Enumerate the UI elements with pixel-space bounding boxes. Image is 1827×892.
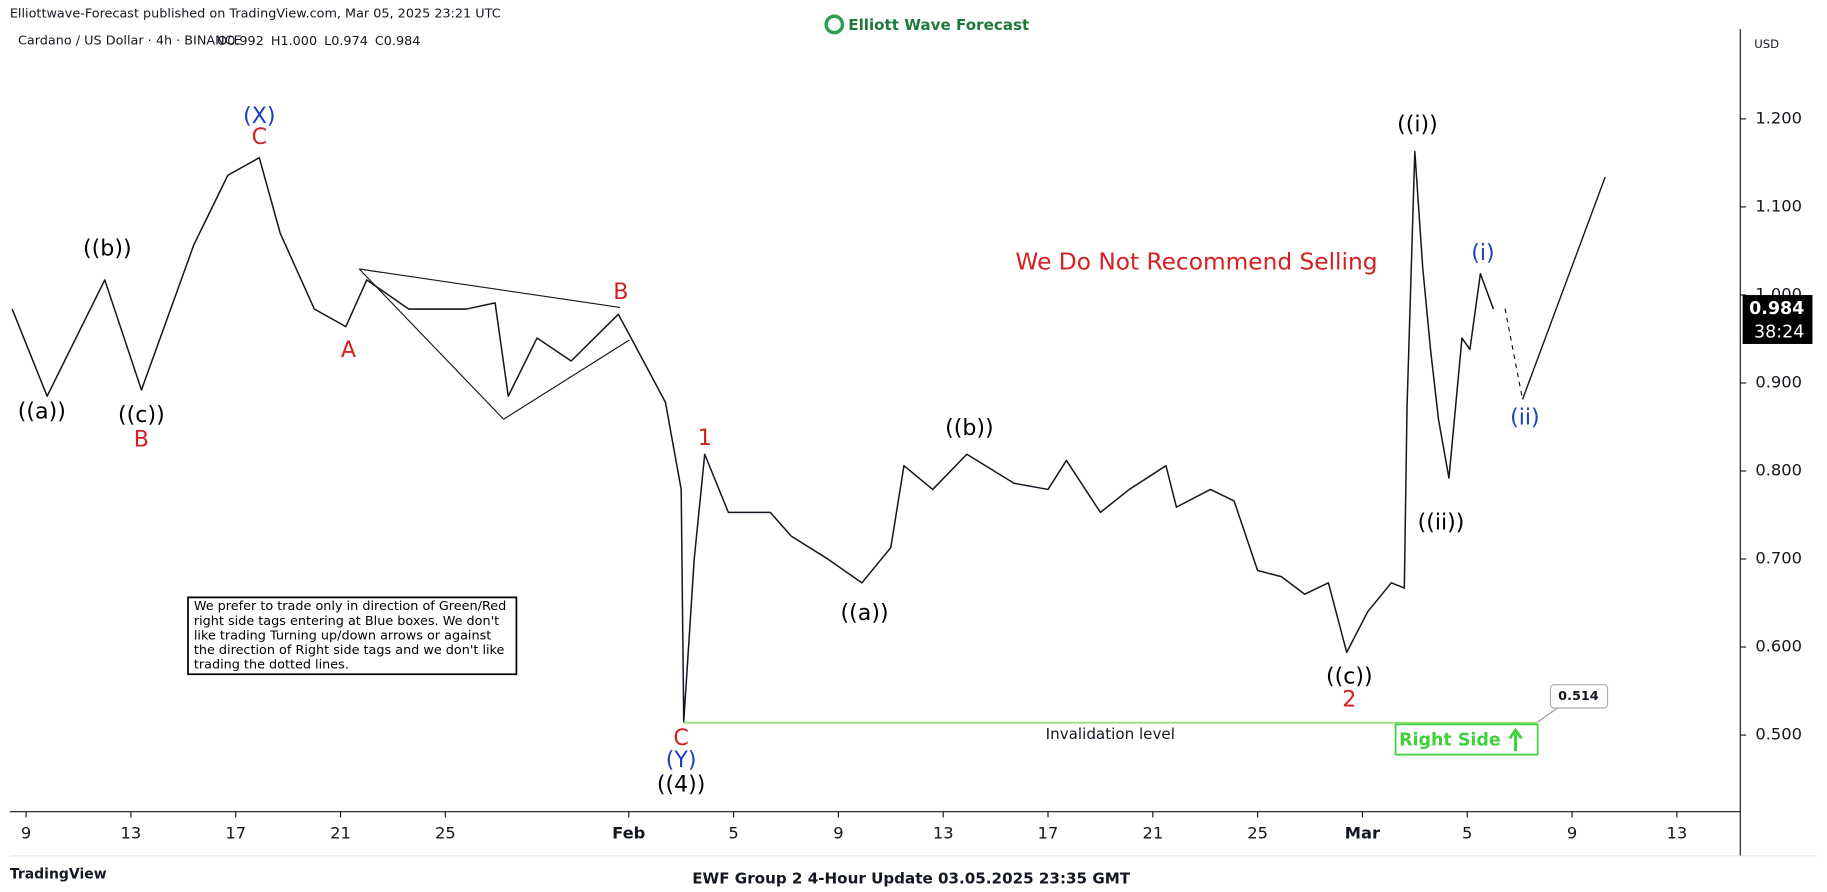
x-tick-label: 17 bbox=[1038, 823, 1059, 842]
last-price: 0.984 bbox=[1749, 299, 1804, 319]
disclaimer-line: trading the dotted lines. bbox=[194, 657, 349, 672]
x-tick-label: 5 bbox=[1462, 823, 1472, 842]
x-tick-label: Mar bbox=[1345, 823, 1380, 842]
wave-label: C bbox=[673, 725, 688, 751]
wave-label: ((4)) bbox=[657, 772, 706, 798]
wave-label: ((ii)) bbox=[1418, 509, 1465, 535]
wave-label: ((c)) bbox=[1326, 663, 1373, 689]
wave-label: ((b)) bbox=[83, 236, 132, 262]
disclaimer-line: right side tags entering at Blue boxes. … bbox=[194, 614, 499, 629]
wave-label: ((a)) bbox=[841, 600, 889, 626]
y-tick-label: 0.900 bbox=[1755, 372, 1802, 391]
currency: USD bbox=[1754, 37, 1779, 51]
wave-label: (X) bbox=[243, 103, 275, 129]
symbol-title: Cardano / US Dollar · 4h · BINANCE bbox=[18, 33, 242, 48]
x-tick-label: 17 bbox=[225, 823, 246, 842]
y-tick-label: 0.800 bbox=[1755, 460, 1802, 479]
disclaimer: We prefer to trade only in direction of … bbox=[194, 599, 506, 672]
publish-note: Elliottwave-Forecast published on Tradin… bbox=[10, 6, 501, 21]
wave-label: 2 bbox=[1342, 686, 1356, 712]
wave-label: B bbox=[134, 427, 149, 453]
wave-label: ((c)) bbox=[118, 402, 165, 428]
projection-line bbox=[1521, 176, 1606, 400]
y-tick-label: 0.700 bbox=[1755, 549, 1802, 568]
tradingview-logo: TradingView bbox=[10, 867, 107, 883]
ohlc-readout: O0.992 H1.000 L0.974 C0.984 bbox=[217, 33, 420, 48]
x-tick-label: 13 bbox=[933, 823, 954, 842]
disclaimer-line: the direction of Right side tags and we … bbox=[194, 643, 505, 658]
ohlc-value: H1.000 bbox=[271, 33, 317, 48]
right-side-box bbox=[1394, 723, 1539, 756]
wave-label: (ii) bbox=[1510, 405, 1540, 431]
footer-caption: EWF Group 2 4-Hour Update 03.05.2025 23:… bbox=[692, 870, 1131, 888]
x-tick-label: 21 bbox=[330, 823, 351, 842]
x-tick-label: 25 bbox=[1247, 823, 1268, 842]
wave-label: ((a)) bbox=[18, 399, 66, 425]
right-side-arrow bbox=[1508, 727, 1523, 752]
x-tick-label: 13 bbox=[1667, 823, 1688, 842]
invalidation-label: Invalidation level bbox=[1046, 725, 1175, 743]
wave-label: B bbox=[613, 279, 628, 305]
wave-label: (Y) bbox=[666, 747, 697, 773]
x-tick-label: Feb bbox=[612, 823, 645, 842]
wave-label: ((b)) bbox=[945, 415, 994, 441]
projection-dashed bbox=[1504, 308, 1524, 400]
y-tick-label: 0.500 bbox=[1755, 725, 1802, 744]
x-tick-label: 5 bbox=[728, 823, 738, 842]
price-line bbox=[11, 150, 1495, 723]
disclaimer-line: We prefer to trade only in direction of … bbox=[194, 599, 506, 614]
sell-warning: We Do Not Recommend Selling bbox=[1015, 249, 1377, 276]
brand-logo bbox=[824, 14, 845, 35]
triangle bbox=[358, 268, 630, 420]
y-tick-label: 0.600 bbox=[1755, 637, 1802, 656]
disclaimer-box bbox=[187, 596, 518, 676]
countdown: 38:24 bbox=[1754, 322, 1804, 342]
x-tick-label: 21 bbox=[1142, 823, 1163, 842]
invalidation-price: 0.514 bbox=[1558, 689, 1599, 704]
brand-name: Elliott Wave Forecast bbox=[848, 16, 1029, 34]
x-tick-label: 9 bbox=[833, 823, 843, 842]
wave-label: 1 bbox=[698, 425, 712, 451]
wave-label: A bbox=[341, 337, 356, 363]
ohlc-value: C0.984 bbox=[375, 33, 421, 48]
y-tick-label: 1.100 bbox=[1755, 196, 1802, 215]
ohlc-value: L0.974 bbox=[324, 33, 368, 48]
x-tick-label: 13 bbox=[121, 823, 142, 842]
wave-label: ((i)) bbox=[1397, 112, 1438, 138]
x-tick-label: 9 bbox=[1567, 823, 1577, 842]
x-tick-label: 25 bbox=[435, 823, 456, 842]
disclaimer-line: like trading Turning up/down arrows or a… bbox=[194, 628, 491, 643]
x-tick-label: 9 bbox=[21, 823, 31, 842]
last-price-box bbox=[1742, 295, 1813, 344]
right-side-label: Right Side bbox=[1399, 731, 1501, 751]
wave-label: (i) bbox=[1471, 240, 1494, 266]
wave-label: C bbox=[252, 124, 267, 150]
ohlc-value: O0.992 bbox=[217, 33, 264, 48]
y-tick-label: 1.200 bbox=[1755, 108, 1802, 127]
price-tag-box bbox=[1549, 684, 1609, 709]
